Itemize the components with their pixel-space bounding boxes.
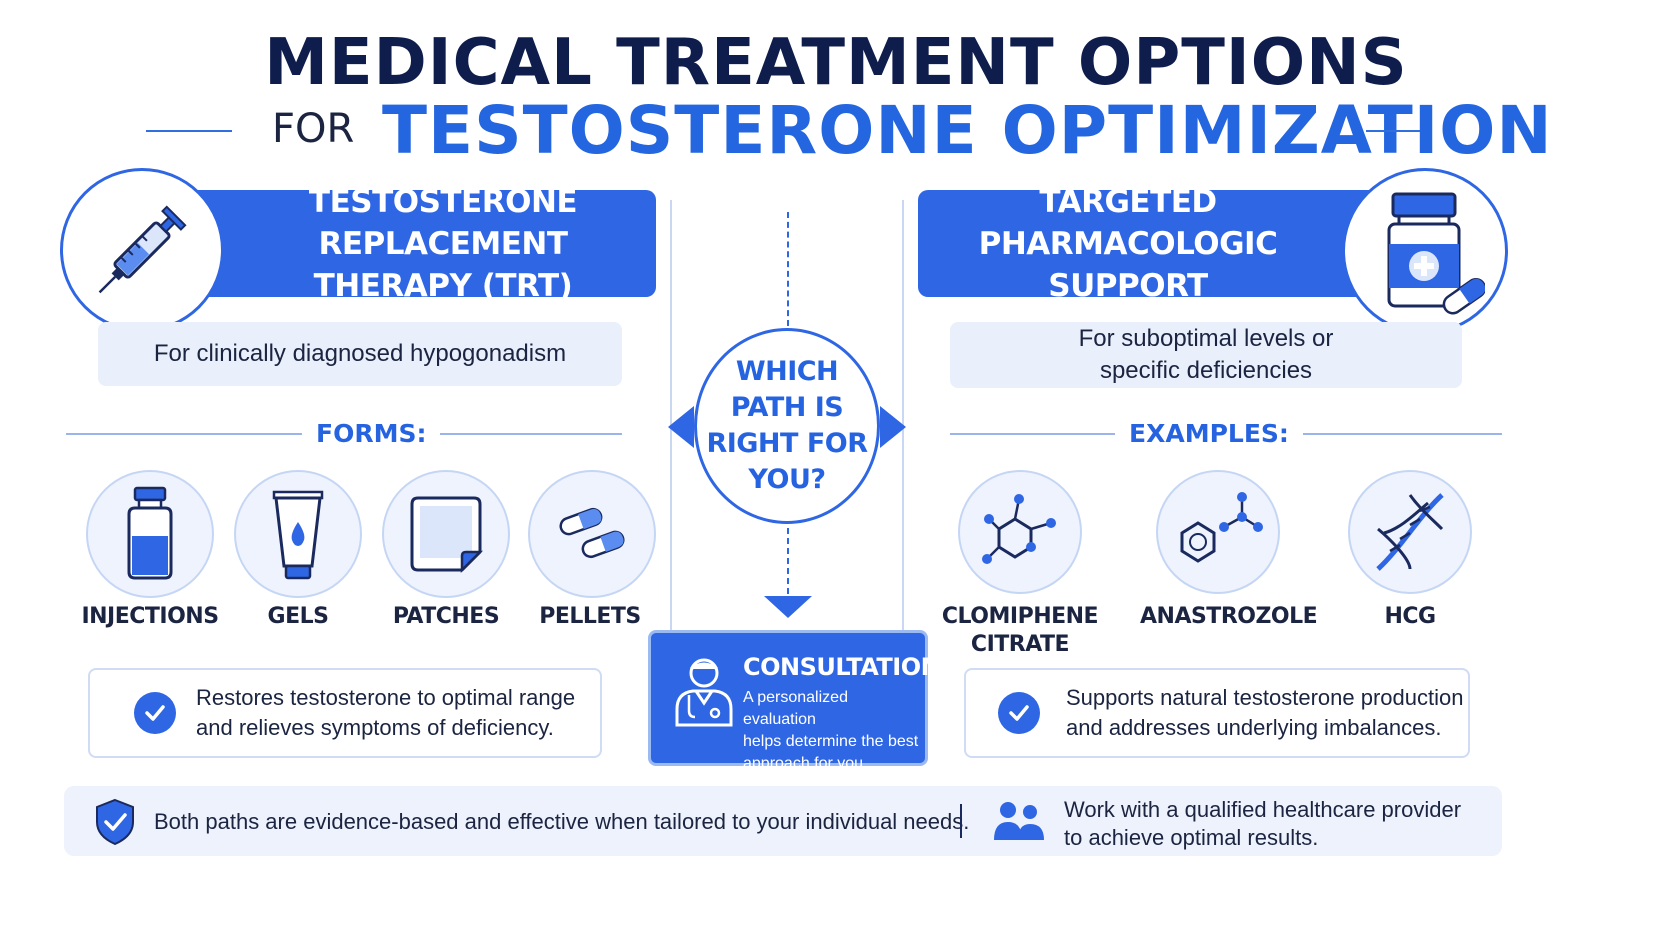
consult-line-1: A personalized evaluation [743, 689, 848, 728]
trt-benefit-text: Restores testosterone to optimal range a… [196, 683, 575, 743]
consultation-text: A personalized evaluation helps determin… [743, 687, 925, 775]
patch-icon [382, 470, 510, 598]
molecule-icon [958, 470, 1082, 594]
which-path-circle: WHICH PATH IS RIGHT FOR YOU? [694, 328, 880, 524]
form-label-gels: GELS [267, 604, 329, 629]
benzene-molecule-icon [1156, 470, 1280, 594]
pharma-banner-line1: TARGETED PHARMACOLOGIC [978, 183, 1278, 262]
form-label-pellets: PELLETS [539, 604, 641, 629]
consult-line-2: helps determine the best [743, 733, 919, 750]
consult-line-3: approach for you. [743, 755, 868, 772]
arrow-right-icon [880, 406, 906, 448]
people-icon [994, 802, 1044, 840]
syringe-icon [60, 168, 224, 332]
example-label-clomiphene: CLOMIPHENE CITRATE [940, 603, 1100, 659]
example-clomiphene-line2: CITRATE [970, 632, 1070, 657]
question-line-2: PATH IS [730, 392, 844, 423]
question-line-3: RIGHT FOR [706, 428, 868, 459]
trt-benefit-line2: and relieves symptoms of deficiency. [196, 715, 554, 740]
arrow-down-icon [764, 596, 812, 618]
question-line-4: YOU? [748, 464, 826, 495]
footer-right-line1: Work with a qualified healthcare provide… [1064, 797, 1462, 822]
form-label-injections: INJECTIONS [81, 604, 219, 629]
connector-bottom [787, 528, 789, 594]
pharma-benefit-line1: Supports natural testosterone production [1066, 685, 1464, 710]
trt-subtitle: For clinically diagnosed hypogonadism [98, 322, 622, 386]
trt-banner: TESTOSTERONE REPLACEMENT THERAPY (TRT) [170, 184, 656, 304]
trt-banner-line2: THERAPY (TRT) [313, 267, 573, 304]
footer: Both paths are evidence-based and effect… [64, 786, 1502, 856]
connector-top [787, 212, 789, 326]
example-clomiphene-line1: CLOMIPHENE [941, 604, 1099, 629]
form-label-patches: PATCHES [392, 604, 500, 629]
check-icon [134, 692, 176, 734]
center-divider-right [902, 200, 904, 630]
doctor-icon [675, 658, 733, 727]
arrow-left-icon [668, 406, 694, 448]
pill-bottle-icon [1342, 168, 1508, 334]
trt-banner-line1: TESTOSTERONE REPLACEMENT [308, 183, 578, 262]
pharma-subtitle: For suboptimal levels or specific defici… [950, 322, 1462, 388]
gel-tube-icon [234, 470, 362, 598]
pharma-benefit-line2: and addresses underlying imbalances. [1066, 715, 1442, 740]
shield-check-icon [96, 798, 134, 846]
forms-label: FORMS: [302, 419, 441, 448]
pharma-subtitle-line2: specific deficiencies [1099, 357, 1313, 384]
question-line-1: WHICH [735, 356, 839, 387]
footer-divider [960, 804, 962, 838]
pharma-subtitle-line1: For suboptimal levels or [1078, 325, 1334, 352]
examples-label: EXAMPLES: [1115, 419, 1303, 448]
footer-right-text: Work with a qualified healthcare provide… [1064, 796, 1461, 852]
consultation-card: CONSULTATION A personalized evaluation h… [648, 630, 941, 772]
vial-icon [86, 470, 214, 598]
title-highlight: TESTOSTERONE OPTIMIZATION [382, 92, 1553, 169]
check-icon [998, 692, 1040, 734]
pellets-icon [528, 470, 656, 598]
footer-right-line2: to achieve optimal results. [1064, 825, 1319, 850]
dna-icon [1348, 470, 1472, 594]
center-divider-left [670, 200, 672, 630]
pharma-banner-line2: SUPPORT [1048, 267, 1208, 304]
example-label-hcg: HCG [1384, 604, 1436, 629]
title-divider-left [146, 130, 232, 132]
pharma-benefit: Supports natural testosterone production… [964, 668, 1470, 758]
trt-benefit-line1: Restores testosterone to optimal range [196, 685, 576, 710]
footer-left-text: Both paths are evidence-based and effect… [154, 809, 970, 834]
consultation-title: CONSULTATION [743, 653, 941, 681]
pharma-benefit-text: Supports natural testosterone production… [1066, 683, 1463, 743]
title-divider-right [1366, 130, 1420, 132]
pharma-banner: TARGETED PHARMACOLOGIC SUPPORT [918, 184, 1398, 304]
subtitle-row: FOR TESTOSTERONE OPTIMIZATION [0, 92, 1672, 172]
title-for: FOR [272, 106, 355, 152]
trt-benefit: Restores testosterone to optimal range a… [88, 668, 602, 758]
example-label-anastrozole: ANASTROZOLE [1140, 604, 1318, 629]
page-title: MEDICAL TREATMENT OPTIONS [264, 26, 1408, 100]
